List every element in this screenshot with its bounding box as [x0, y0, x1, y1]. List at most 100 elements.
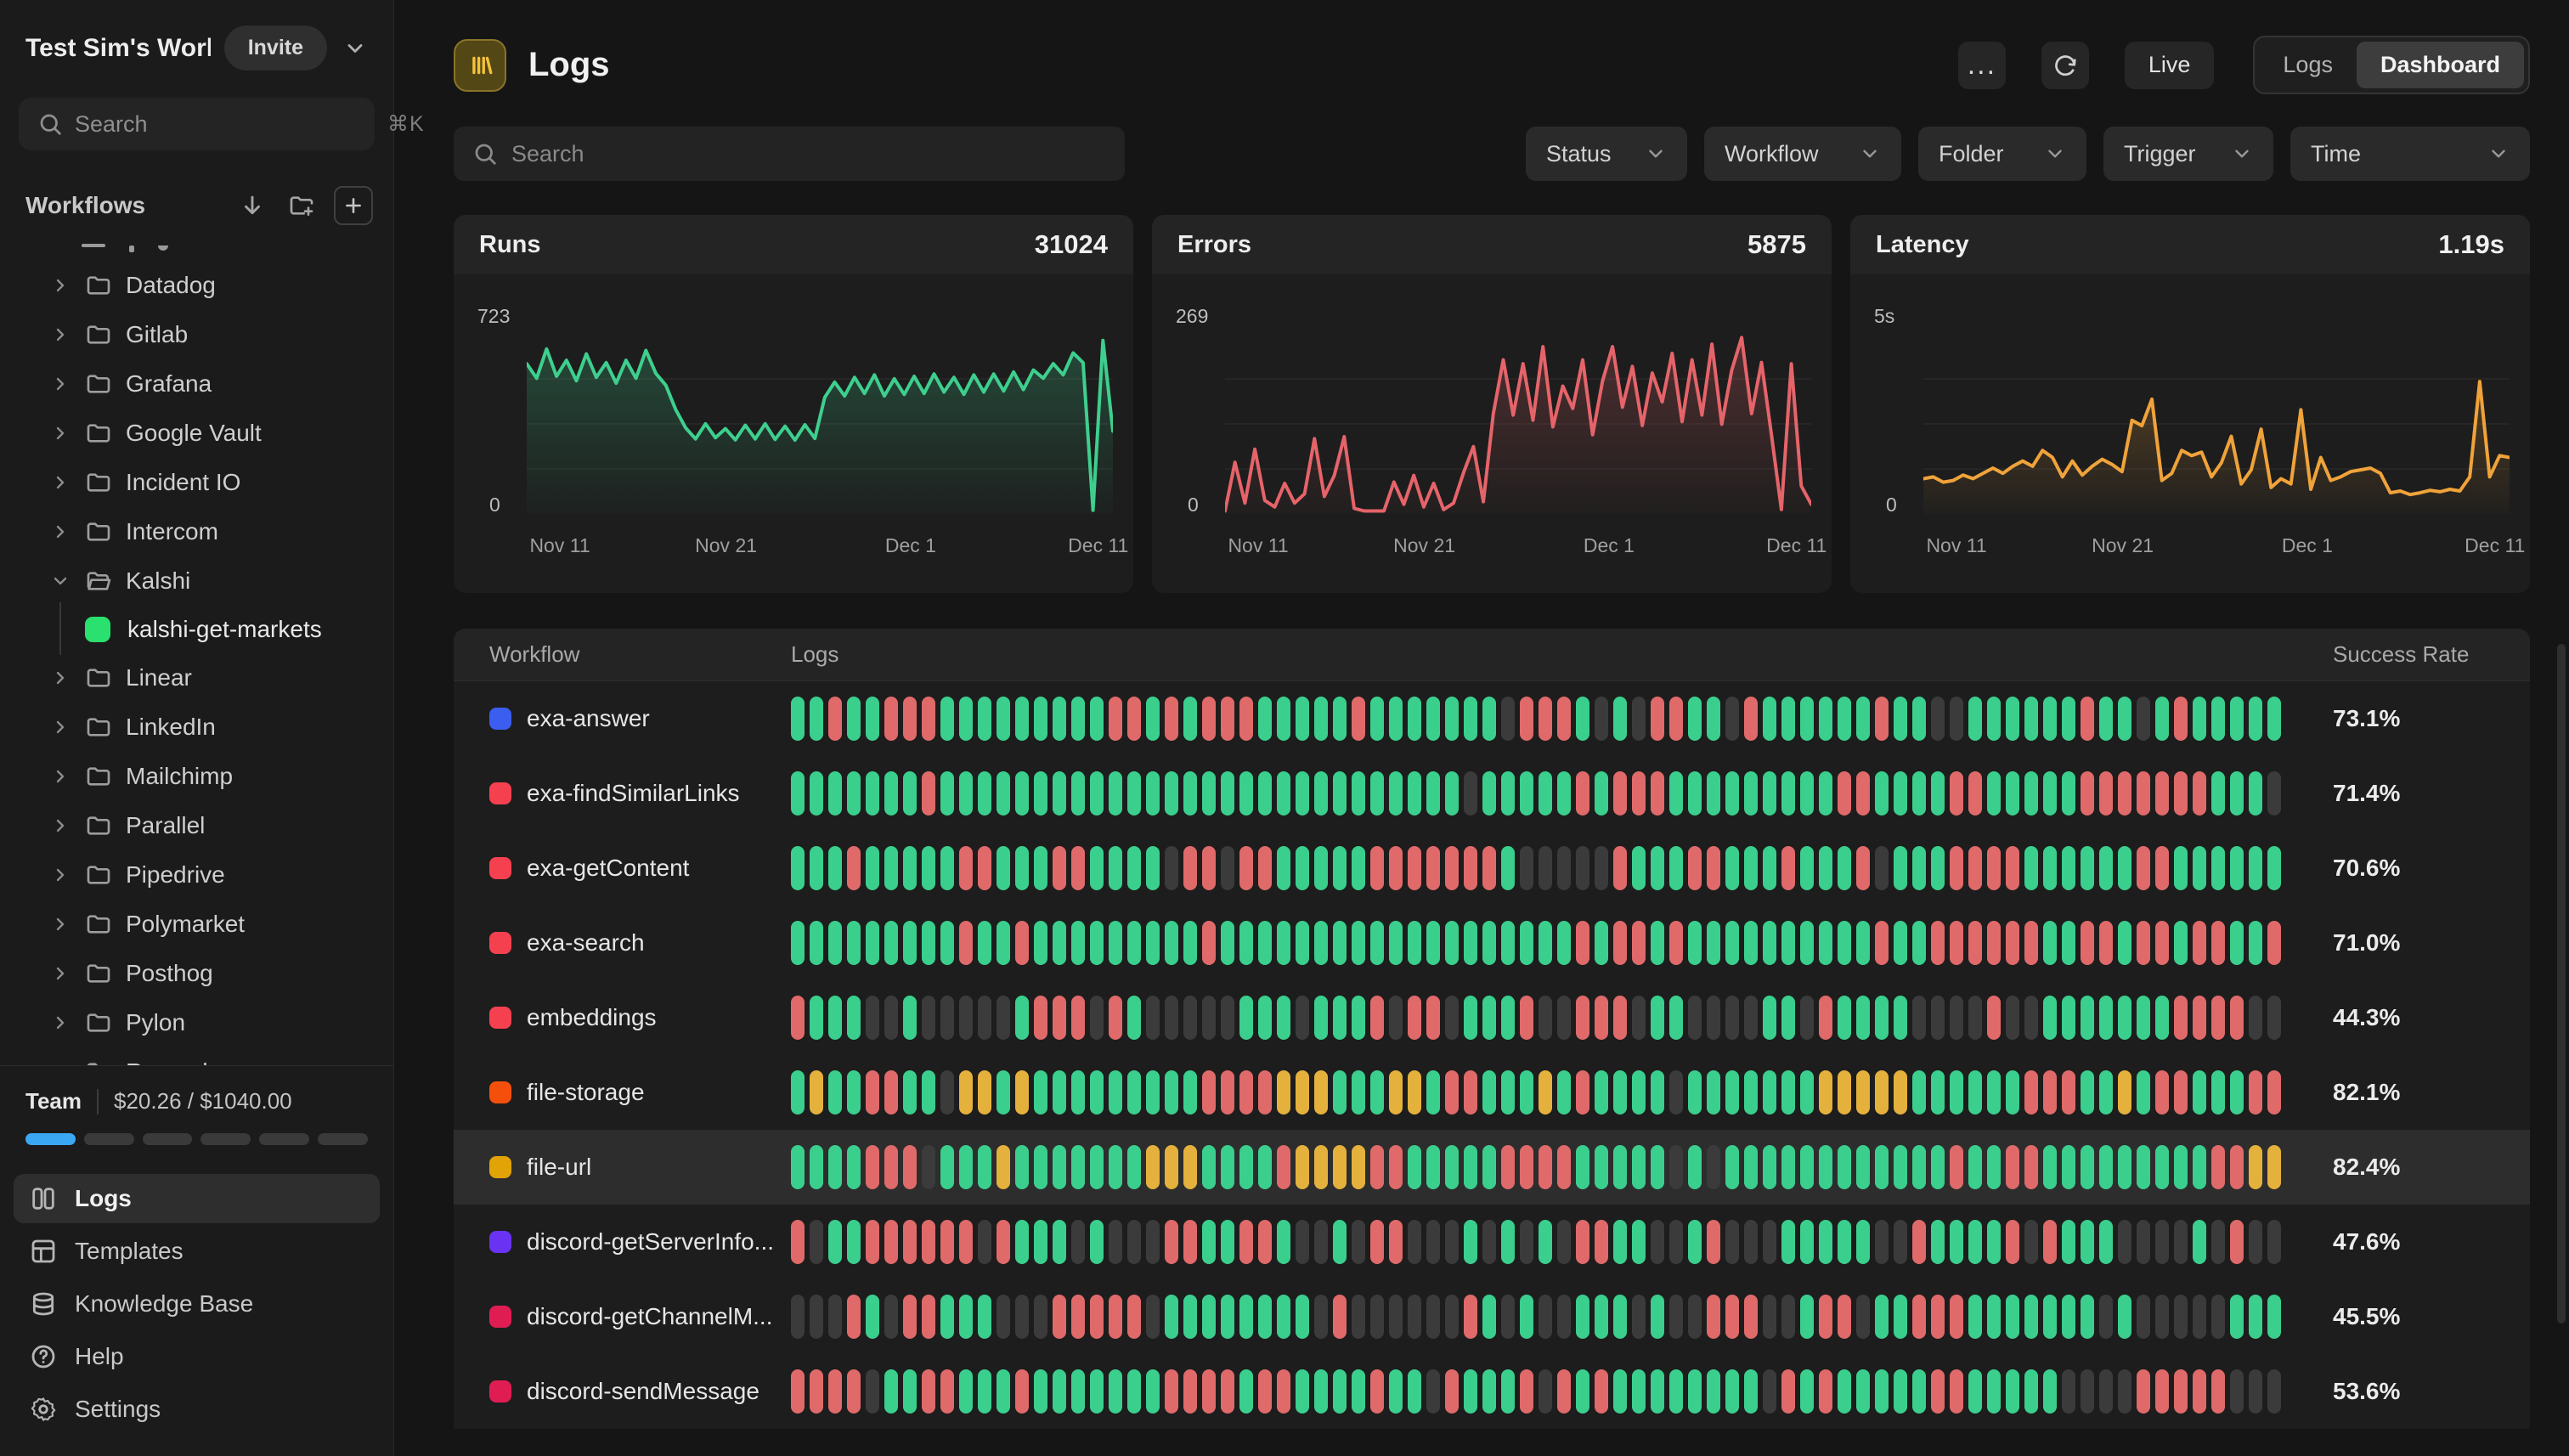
table-row-discord-getChannelM-[interactable]: discord-getChannelM... 45.5%	[454, 1279, 2530, 1354]
logs-search-input[interactable]	[511, 140, 1106, 167]
x-axis-ticks: Nov 11 Nov 21 Dec 1 Dec 11	[1228, 534, 1827, 556]
usage-segment	[259, 1133, 310, 1145]
latency-chart: 5s 0 Nov 11 Nov 21 Dec 1 Dec 11	[1850, 274, 2530, 593]
chevron-right-icon	[49, 373, 71, 395]
add-workflow-button[interactable]	[334, 186, 373, 225]
sort-arrow-down-icon[interactable]	[235, 189, 269, 223]
sidebar-folder-posthog[interactable]: Posthog	[0, 949, 393, 998]
log-pills[interactable]	[791, 1295, 2326, 1339]
sidebar-folder-pipedrive[interactable]: Pipedrive	[0, 850, 393, 900]
card-total: 31024	[1034, 229, 1108, 259]
table-row-discord-sendMessage[interactable]: discord-sendMessage 53.6%	[454, 1354, 2530, 1429]
log-pills[interactable]	[791, 1070, 2326, 1115]
sidebar-workflow-kalshi-get-markets[interactable]: kalshi-get-markets	[0, 602, 393, 655]
sidebar-folder-grafana[interactable]: Grafana	[0, 359, 393, 409]
sidebar-item-help[interactable]: Help	[14, 1332, 380, 1381]
sidebar-folder-polymarket[interactable]: Polymarket	[0, 900, 393, 949]
workflow-name: exa-answer	[527, 705, 650, 731]
sidebar-folder-mailchimp[interactable]: Mailchimp	[0, 752, 393, 801]
log-pills[interactable]	[791, 996, 2326, 1040]
workflow-name: discord-getChannelM...	[527, 1303, 773, 1329]
scrollbar[interactable]	[2557, 644, 2566, 1323]
table-row-file-url[interactable]: file-url 82.4%	[454, 1130, 2530, 1205]
errors-chart: 269 0 Nov 11 Nov 21 Dec 1 Dec 11	[1152, 274, 1832, 593]
sidebar-item-logs[interactable]: Logs	[14, 1174, 380, 1223]
sidebar-folder-incident-io[interactable]: Incident IO	[0, 458, 393, 507]
workflow-cell: exa-getContent	[454, 855, 791, 882]
refresh-button[interactable]	[2041, 41, 2089, 89]
workflow-name: exa-findSimilarLinks	[527, 780, 740, 806]
folder-icon	[85, 370, 112, 398]
new-folder-icon[interactable]	[285, 189, 319, 223]
table-row-exa-findSimilarLinks[interactable]: exa-findSimilarLinks 71.4%	[454, 756, 2530, 831]
card-title: Runs	[479, 230, 541, 258]
success-rate: 82.4%	[2333, 1154, 2401, 1180]
view-toggle-dashboard[interactable]: Dashboard	[2356, 42, 2524, 88]
logs-page-icon	[454, 38, 506, 92]
log-pills[interactable]	[791, 1145, 2326, 1189]
sidebar-item-templates[interactable]: Templates	[14, 1227, 380, 1276]
search-shortcut: ⌘K	[387, 112, 425, 136]
sidebar-folder-linkedin[interactable]: LinkedIn	[0, 703, 393, 752]
sidebar-search-input[interactable]	[75, 110, 375, 138]
view-toggle-logs[interactable]: Logs	[2283, 52, 2333, 77]
sidebar-folder-resend[interactable]: Resend	[0, 1047, 393, 1065]
sidebar-folder-datadog[interactable]: Datadog	[0, 261, 393, 310]
filter-time[interactable]: Time	[2290, 127, 2530, 181]
workflow-name: embeddings	[527, 1004, 657, 1030]
sidebar-item-settings[interactable]: Settings	[14, 1385, 380, 1434]
table-row-file-storage[interactable]: file-storage 82.1%	[454, 1055, 2530, 1130]
usage-segment	[25, 1133, 76, 1145]
page-title: Logs	[528, 46, 610, 83]
chevron-right-icon	[49, 716, 71, 738]
log-pills[interactable]	[791, 771, 2326, 815]
more-options-button[interactable]: ...	[1957, 41, 2006, 89]
sidebar-search[interactable]: ⌘K	[19, 98, 424, 150]
table-row-exa-answer[interactable]: exa-answer 73.1%	[454, 681, 2530, 756]
usage-segment	[83, 1133, 134, 1145]
chevron-down-icon	[2231, 143, 2253, 165]
success-rate: 71.4%	[2333, 780, 2401, 806]
card-total: 1.19s	[2438, 229, 2504, 259]
filter-folder[interactable]: Folder	[1918, 127, 2086, 181]
invite-button[interactable]: Invite	[223, 25, 327, 71]
filter-workflow[interactable]: Workflow	[1704, 127, 1901, 181]
folder-icon	[85, 469, 112, 496]
chevron-down-icon	[1859, 143, 1881, 165]
log-pills[interactable]	[791, 846, 2326, 890]
logs-search[interactable]	[454, 127, 1125, 181]
log-pills[interactable]	[791, 921, 2326, 965]
latency-card: Latency 1.19s 5s 0 Nov 11 Nov 21 Dec 1 Dec …	[1850, 215, 2530, 593]
sidebar-folder-linear[interactable]: Linear	[0, 653, 393, 703]
filter-status[interactable]: Status	[1526, 127, 1687, 181]
sidebar-folder-google-vault[interactable]: Google Vault	[0, 409, 393, 458]
success-rate: 82.1%	[2333, 1079, 2401, 1105]
sidebar-folder-pylon[interactable]: Pylon	[0, 998, 393, 1047]
sidebar-folder-parallel[interactable]: Parallel	[0, 801, 393, 850]
col-logs: Logs	[791, 641, 839, 667]
chevron-right-icon	[49, 962, 71, 985]
workspace-chevron-down-icon[interactable]	[341, 34, 370, 63]
chevron-right-icon	[49, 521, 71, 543]
sidebar-bottom-nav: Logs Templates Knowledge Base Help Settings	[0, 1162, 393, 1456]
table-row-exa-search[interactable]: exa-search 71.0%	[454, 906, 2530, 980]
log-pills[interactable]	[791, 1220, 2326, 1264]
table-row-embeddings[interactable]: embeddings 44.3%	[454, 980, 2530, 1055]
sidebar-folder-gitlab[interactable]: Gitlab	[0, 310, 393, 359]
folder-icon	[85, 714, 112, 741]
workflow-cell: discord-getChannelM...	[454, 1303, 791, 1330]
sidebar-folder-intercom[interactable]: Intercom	[0, 507, 393, 556]
table-row-discord-getServerInfo-[interactable]: discord-getServerInfo... 47.6%	[454, 1205, 2530, 1279]
live-button[interactable]: Live	[2124, 41, 2215, 89]
log-pills[interactable]	[791, 697, 2326, 741]
sidebar-folder-kalshi[interactable]: Kalshi	[0, 556, 393, 606]
sidebar-item-knowledge-base[interactable]: Knowledge Base	[14, 1279, 380, 1329]
workflow-cell: discord-getServerInfo...	[454, 1228, 791, 1256]
table-row-exa-getContent[interactable]: exa-getContent 70.6%	[454, 831, 2530, 906]
partially-visible-folder-item[interactable]	[0, 237, 393, 257]
filter-trigger[interactable]: Trigger	[2103, 127, 2273, 181]
log-pills[interactable]	[791, 1369, 2326, 1414]
team-divider	[97, 1088, 99, 1115]
chevron-right-icon	[49, 1012, 71, 1034]
runs-chart: 723 0 Nov 11 Nov 21 Dec 1 Dec 11	[454, 274, 1133, 593]
